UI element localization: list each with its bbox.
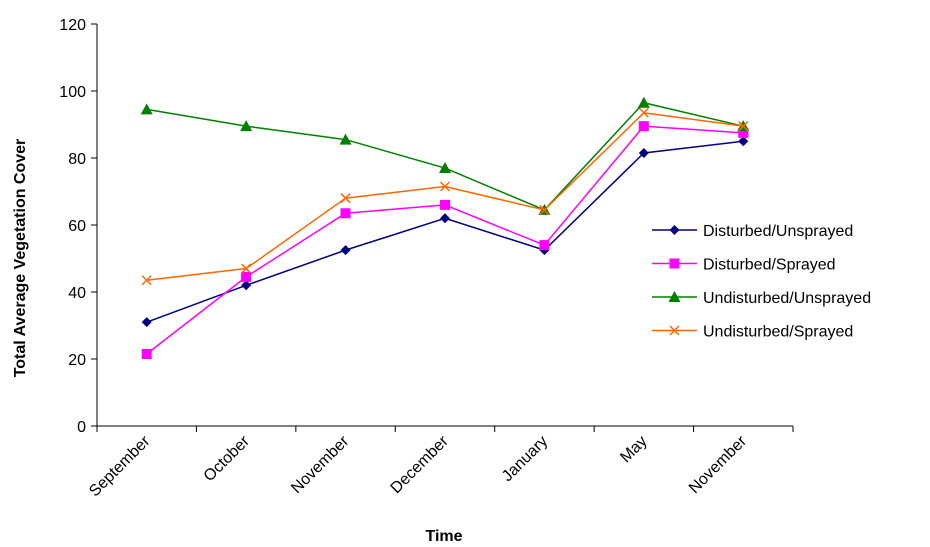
series-line bbox=[146, 101, 744, 211]
x-marker-stroke bbox=[738, 121, 749, 132]
series-disturbed-sprayed bbox=[141, 121, 749, 359]
axes: 0 20 40 60 80 100 120 September October November D… bbox=[59, 17, 794, 500]
data-point bbox=[340, 193, 351, 204]
y-tick-label: 120 bbox=[59, 17, 86, 34]
legend-label: Undisturbed/Unsprayed bbox=[703, 290, 871, 307]
data-point bbox=[738, 127, 749, 138]
legend-marker bbox=[669, 258, 680, 269]
data-point bbox=[638, 147, 649, 158]
y-tick-label: 80 bbox=[68, 151, 86, 168]
y-tick-label: 60 bbox=[68, 218, 86, 235]
series-layer bbox=[140, 96, 750, 359]
x-marker-stroke bbox=[439, 181, 451, 192]
data-point bbox=[638, 121, 649, 132]
y-axis-label: Total Average Vegetation Cover bbox=[12, 139, 29, 378]
x-marker-stroke bbox=[638, 107, 649, 118]
data-point bbox=[141, 348, 152, 359]
data-point bbox=[440, 213, 450, 224]
data-point bbox=[241, 271, 252, 282]
legend-label: Disturbed/Sprayed bbox=[703, 257, 836, 274]
data-point bbox=[340, 245, 351, 256]
legend-label: Disturbed/Unsprayed bbox=[703, 223, 853, 240]
series-line bbox=[146, 125, 744, 355]
series-disturbed-unsprayed bbox=[141, 136, 749, 328]
legend-label: Undisturbed/Sprayed bbox=[703, 324, 853, 341]
x-marker-stroke bbox=[539, 204, 550, 215]
x-tick-label: October bbox=[201, 432, 254, 485]
data-point bbox=[440, 199, 450, 210]
legend-item: Undisturbed/Unsprayed bbox=[652, 290, 871, 307]
legend-item: Disturbed/Sprayed bbox=[652, 257, 836, 274]
data-point bbox=[539, 204, 550, 215]
y-tick-label: 0 bbox=[77, 419, 86, 436]
data-point bbox=[141, 317, 152, 328]
x-tick-label: January bbox=[499, 433, 551, 485]
series-undisturbed-sprayed bbox=[141, 107, 749, 286]
data-point bbox=[738, 136, 749, 147]
x-marker-stroke bbox=[669, 325, 680, 336]
x-tick-label: November bbox=[288, 432, 353, 497]
data-point bbox=[539, 240, 550, 251]
data-point bbox=[439, 162, 451, 174]
x-tick-label: September bbox=[86, 432, 154, 500]
data-point bbox=[439, 181, 451, 192]
data-point bbox=[738, 121, 749, 132]
x-marker-stroke bbox=[141, 275, 152, 286]
y-tick-label: 40 bbox=[68, 285, 86, 302]
data-point bbox=[340, 208, 351, 219]
data-point bbox=[140, 103, 153, 115]
x-marker-stroke bbox=[340, 193, 351, 204]
x-tick-label: December bbox=[388, 432, 453, 497]
y-tick-label: 100 bbox=[59, 84, 86, 101]
x-axis-label: Time bbox=[425, 528, 462, 545]
data-point bbox=[638, 107, 649, 118]
data-point bbox=[241, 263, 252, 274]
data-point bbox=[141, 275, 152, 286]
x-marker-stroke bbox=[241, 263, 252, 274]
x-tick-label: November bbox=[686, 432, 751, 497]
legend-marker bbox=[669, 325, 680, 336]
data-point bbox=[240, 120, 253, 132]
x-tick-label: May bbox=[617, 433, 650, 466]
y-tick-label: 20 bbox=[68, 352, 86, 369]
legend-marker bbox=[669, 225, 680, 235]
series-line bbox=[146, 111, 744, 282]
legend-marker bbox=[668, 291, 681, 302]
data-point bbox=[637, 96, 650, 108]
legend-item: Undisturbed/Sprayed bbox=[652, 324, 853, 341]
data-point bbox=[339, 133, 352, 145]
legend-item: Disturbed/Unsprayed bbox=[652, 223, 853, 240]
legend: Disturbed/Unsprayed Disturbed/Sprayed Undi… bbox=[652, 223, 871, 341]
data-point bbox=[241, 280, 252, 291]
